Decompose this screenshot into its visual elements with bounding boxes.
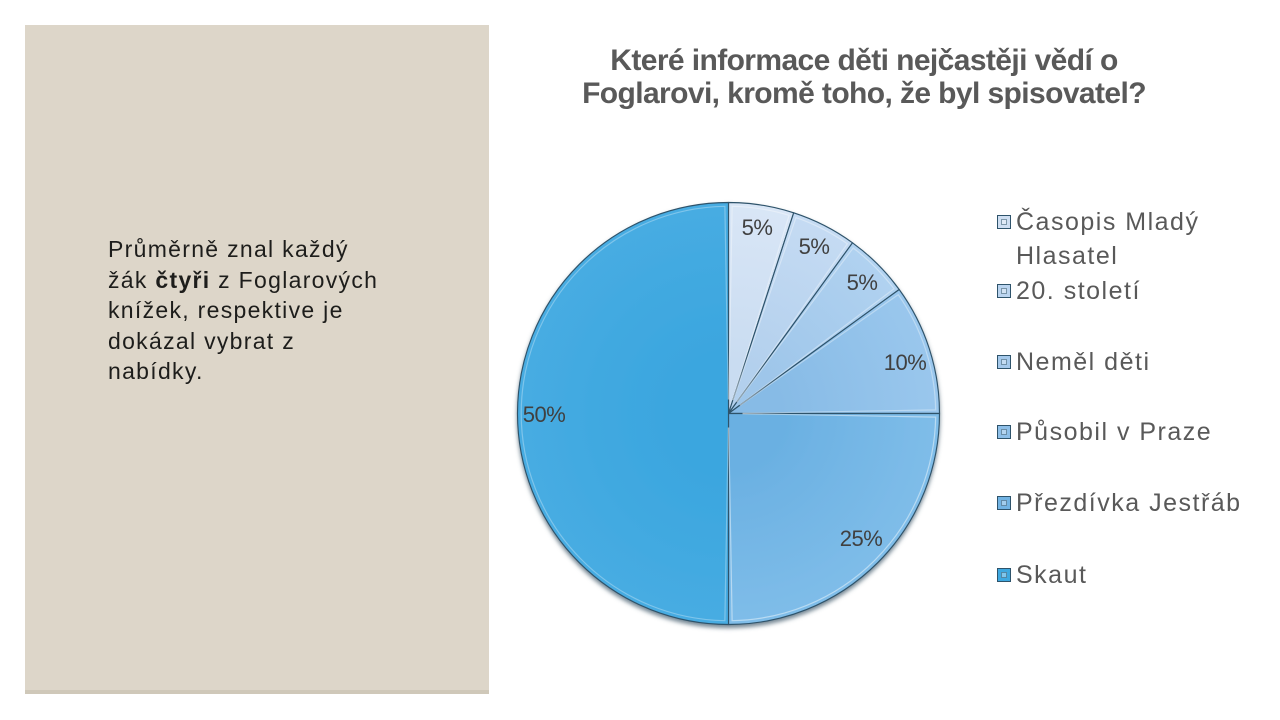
- svg-text:25%: 25%: [840, 526, 883, 551]
- svg-text:50%: 50%: [523, 402, 566, 427]
- svg-text:5%: 5%: [847, 270, 878, 295]
- svg-text:5%: 5%: [742, 215, 773, 240]
- svg-text:10%: 10%: [884, 350, 927, 375]
- svg-text:5%: 5%: [799, 234, 830, 259]
